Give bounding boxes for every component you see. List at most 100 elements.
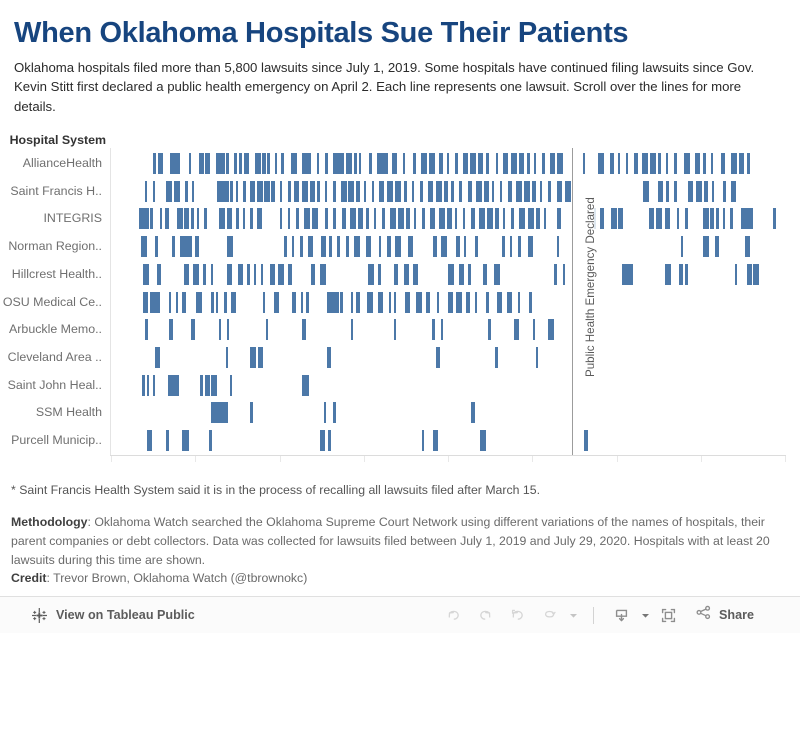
lawsuit-mark[interactable] — [474, 291, 478, 313]
lawsuit-mark[interactable] — [673, 153, 677, 175]
lawsuit-mark[interactable] — [190, 208, 194, 230]
lawsuit-mark[interactable] — [271, 180, 275, 202]
lawsuit-mark[interactable] — [174, 180, 181, 202]
lawsuit-mark[interactable] — [666, 180, 669, 202]
lawsuit-mark[interactable] — [716, 208, 719, 230]
lawsuit-mark[interactable] — [226, 236, 234, 258]
lawsuit-mark[interactable] — [752, 263, 759, 285]
lawsuit-mark[interactable] — [772, 208, 777, 230]
view-on-tableau-public-link[interactable]: View on Tableau Public — [56, 608, 195, 622]
lawsuit-mark[interactable] — [430, 208, 436, 230]
lawsuit-mark[interactable] — [562, 263, 565, 285]
lawsuit-mark[interactable] — [377, 291, 383, 313]
lawsuit-mark[interactable] — [685, 263, 688, 285]
lawsuit-mark[interactable] — [395, 180, 401, 202]
lawsuit-mark[interactable] — [458, 263, 464, 285]
lawsuit-mark[interactable] — [236, 208, 240, 230]
lawsuit-mark[interactable] — [398, 208, 405, 230]
lawsuit-mark[interactable] — [433, 236, 438, 258]
lawsuit-mark[interactable] — [650, 153, 656, 175]
share-button[interactable]: Share — [694, 603, 754, 627]
lawsuit-mark[interactable] — [319, 263, 327, 285]
lawsuit-mark[interactable] — [144, 180, 148, 202]
lawsuit-mark[interactable] — [139, 208, 145, 230]
lawsuit-mark[interactable] — [439, 153, 443, 175]
lawsuit-mark[interactable] — [182, 429, 189, 451]
lawsuit-mark[interactable] — [210, 402, 216, 424]
lawsuit-mark[interactable] — [321, 236, 327, 258]
lawsuit-mark[interactable] — [356, 291, 360, 313]
lawsuit-mark[interactable] — [747, 208, 754, 230]
lawsuit-mark[interactable] — [747, 153, 750, 175]
lawsuit-mark[interactable] — [470, 402, 476, 424]
lawsuit-mark[interactable] — [527, 208, 534, 230]
lawsuit-mark[interactable] — [287, 263, 292, 285]
lawsuit-mark[interactable] — [287, 180, 291, 202]
lawsuit-mark[interactable] — [381, 208, 386, 230]
lawsuit-mark[interactable] — [394, 291, 397, 313]
lawsuit-mark[interactable] — [447, 153, 450, 175]
lawsuit-mark[interactable] — [507, 180, 512, 202]
lawsuit-mark[interactable] — [611, 208, 618, 230]
lawsuit-mark[interactable] — [295, 208, 300, 230]
lawsuit-mark[interactable] — [395, 236, 402, 258]
lawsuit-mark[interactable] — [681, 236, 684, 258]
lawsuit-mark[interactable] — [226, 208, 233, 230]
row-label-arbuckle-memo[interactable]: Arbuckle Memo.. — [9, 322, 102, 337]
lawsuit-mark[interactable] — [617, 208, 624, 230]
row-label-ssm-health[interactable]: SSM Health — [35, 405, 102, 420]
lawsuit-mark[interactable] — [204, 153, 211, 175]
lawsuit-mark[interactable] — [532, 319, 536, 341]
lawsuit-mark[interactable] — [394, 263, 398, 285]
lawsuit-mark[interactable] — [147, 429, 153, 451]
lawsuit-mark[interactable] — [237, 263, 244, 285]
lawsuit-mark[interactable] — [422, 208, 425, 230]
lawsuit-mark[interactable] — [478, 153, 484, 175]
lawsuit-mark[interactable] — [683, 153, 690, 175]
lawsuit-mark[interactable] — [154, 291, 161, 313]
lawsuit-mark[interactable] — [345, 236, 350, 258]
lawsuit-mark[interactable] — [348, 180, 355, 202]
lawsuit-mark[interactable] — [368, 263, 375, 285]
refresh-button[interactable] — [535, 600, 565, 630]
lawsuit-mark[interactable] — [625, 153, 629, 175]
lawsuit-mark[interactable] — [462, 153, 468, 175]
lawsuit-mark[interactable] — [166, 429, 170, 451]
lawsuit-mark[interactable] — [260, 263, 264, 285]
lawsuit-mark[interactable] — [267, 153, 271, 175]
lawsuit-mark[interactable] — [270, 263, 276, 285]
lawsuit-mark[interactable] — [249, 180, 255, 202]
lawsuit-mark[interactable] — [495, 153, 499, 175]
lawsuit-mark[interactable] — [600, 208, 604, 230]
lawsuit-mark[interactable] — [147, 374, 150, 396]
lawsuit-mark[interactable] — [357, 208, 364, 230]
lawsuit-mark[interactable] — [350, 291, 354, 313]
lawsuit-mark[interactable] — [333, 208, 336, 230]
lawsuit-mark[interactable] — [175, 291, 178, 313]
lawsuit-mark[interactable] — [190, 319, 195, 341]
lawsuit-mark[interactable] — [307, 236, 314, 258]
lawsuit-mark[interactable] — [158, 153, 164, 175]
lawsuit-mark[interactable] — [609, 153, 615, 175]
row-label-alliancehealth[interactable]: AllianceHealth — [22, 156, 102, 171]
lawsuit-mark[interactable] — [170, 153, 176, 175]
lawsuit-mark[interactable] — [379, 180, 384, 202]
lawsuit-mark[interactable] — [150, 291, 157, 313]
lawsuit-mark[interactable] — [501, 236, 506, 258]
lawsuit-mark[interactable] — [221, 402, 228, 424]
lawsuit-mark[interactable] — [441, 319, 444, 341]
lawsuit-mark[interactable] — [350, 319, 354, 341]
lawsuit-mark[interactable] — [712, 180, 715, 202]
lawsuit-mark[interactable] — [421, 153, 427, 175]
lawsuit-mark[interactable] — [403, 180, 407, 202]
lawsuit-mark[interactable] — [279, 208, 283, 230]
lawsuit-mark[interactable] — [390, 208, 396, 230]
lawsuit-mark[interactable] — [729, 208, 734, 230]
lawsuit-mark[interactable] — [511, 153, 518, 175]
lawsuit-mark[interactable] — [183, 208, 190, 230]
lawsuit-mark[interactable] — [323, 402, 327, 424]
lawsuit-mark[interactable] — [307, 153, 312, 175]
lawsuit-mark[interactable] — [287, 208, 290, 230]
lawsuit-mark[interactable] — [597, 153, 604, 175]
lawsuit-mark[interactable] — [301, 180, 308, 202]
